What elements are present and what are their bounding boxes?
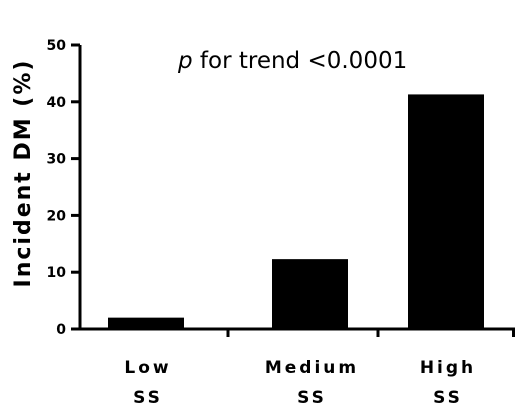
bars xyxy=(108,94,484,329)
x-axis xyxy=(78,327,515,337)
y-axis-title: Incident DM (%) xyxy=(11,59,36,288)
y-tick-label: 10 xyxy=(47,265,67,281)
x-category-label: Medium xyxy=(265,358,359,378)
y-tick-label: 40 xyxy=(47,95,67,111)
trend-annotation: p for trend <0.0001 xyxy=(177,48,407,74)
y-tick-label: 20 xyxy=(47,208,67,224)
y-tick-label: 30 xyxy=(47,152,67,168)
x-category-label: SS xyxy=(433,388,463,408)
y-tick-label: 0 xyxy=(56,322,66,338)
category-labels: Low SS Medium SS High SS xyxy=(124,358,476,408)
bar-low xyxy=(108,317,184,329)
bar-medium xyxy=(272,259,348,329)
annotation-text: for trend <0.0001 xyxy=(193,48,408,74)
y-axis: 0 10 20 30 40 50 xyxy=(47,38,82,338)
y-tick-label: 50 xyxy=(47,38,67,54)
x-category-label: SS xyxy=(133,388,163,408)
x-category-label: SS xyxy=(297,388,327,408)
annotation-italic: p xyxy=(177,48,193,74)
x-category-label: Low xyxy=(124,358,171,378)
x-category-label: High xyxy=(420,358,476,378)
bar-high xyxy=(408,94,484,329)
